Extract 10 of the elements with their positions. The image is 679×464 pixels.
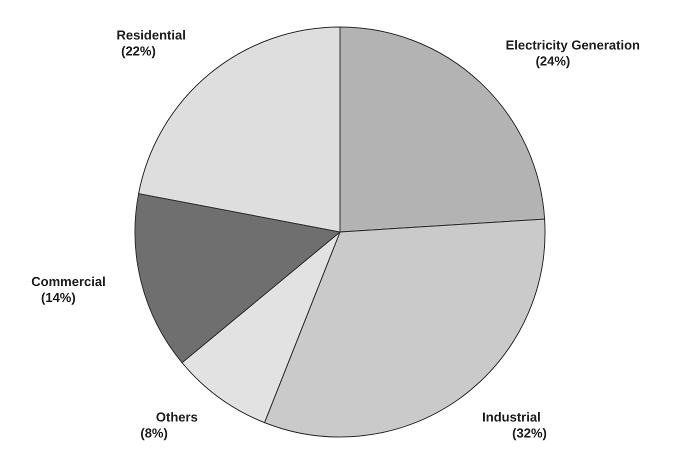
slice-label: Electricity Generation: [506, 38, 640, 53]
data-label: (24%): [536, 54, 570, 69]
slice-label: Residential: [116, 28, 186, 43]
data-label: (14%): [41, 290, 76, 306]
data-label: (8%): [140, 426, 168, 441]
slice-label: Industrial: [482, 410, 541, 425]
data-label: (22%): [121, 44, 156, 59]
slice-label: Commercial: [31, 274, 106, 290]
data-label: (32%): [512, 426, 547, 441]
slice-label: Others: [156, 410, 198, 425]
